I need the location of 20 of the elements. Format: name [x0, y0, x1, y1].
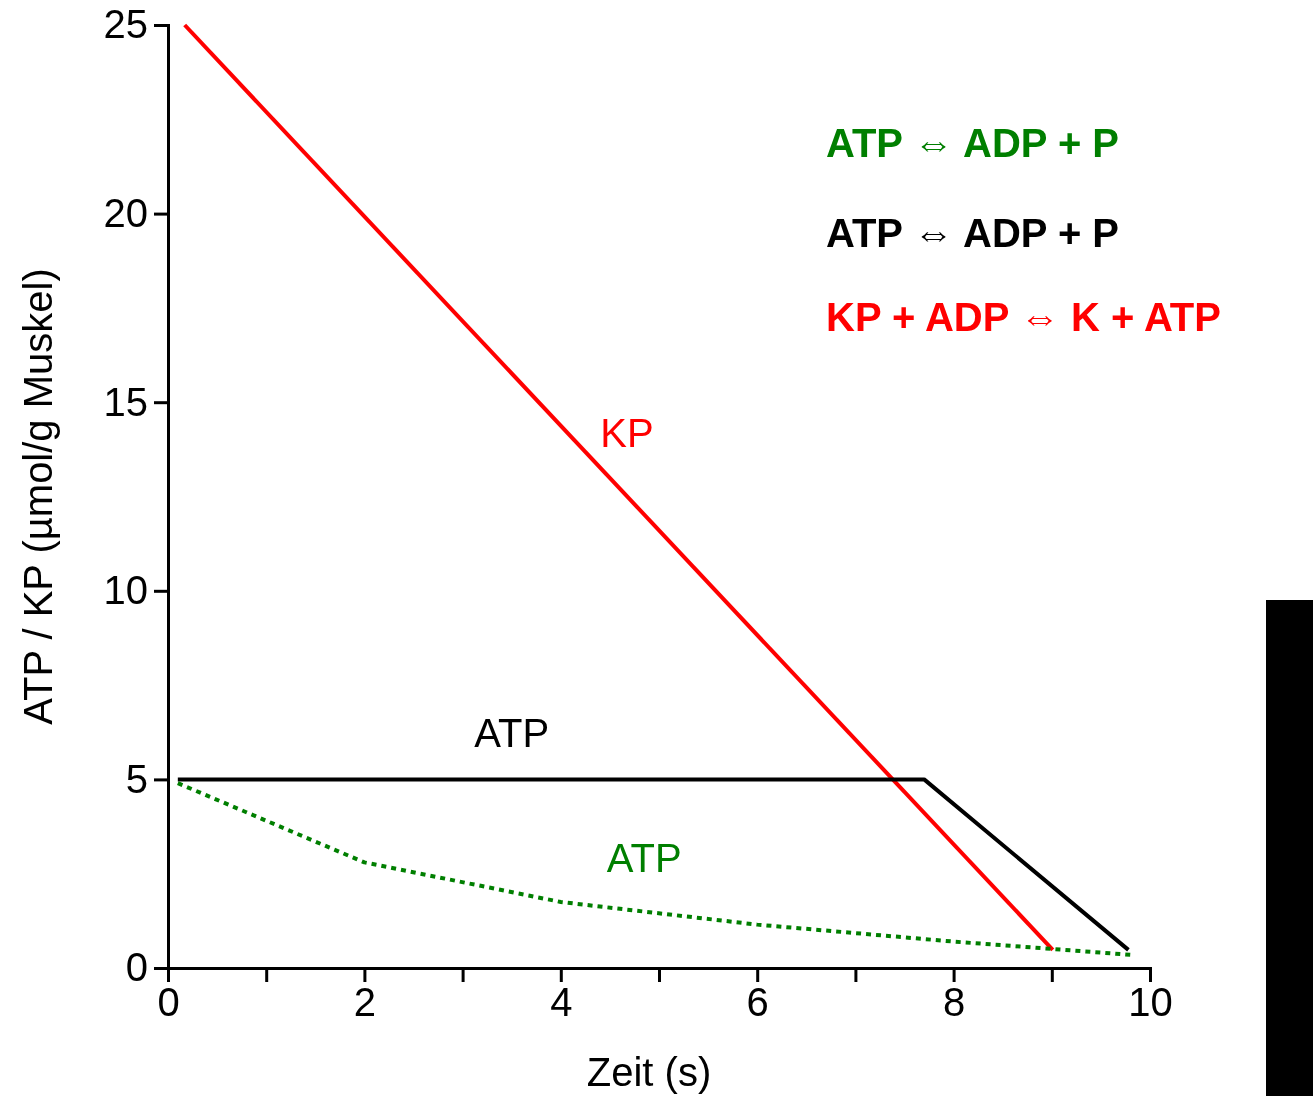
x-tick-label: 10 — [1128, 980, 1173, 1025]
x-axis-title: Zeit (s) — [586, 1050, 712, 1094]
x-tick-label: 6 — [746, 980, 769, 1025]
y-tick-label: 10 — [103, 568, 148, 613]
annotation: KP + ADP ⇔ K + ATP — [826, 295, 1221, 339]
series-label: ATP — [606, 835, 682, 880]
y-tick-label: 25 — [103, 2, 148, 47]
y-axis-title: ATP / KP (µmol/g Muskel) — [16, 268, 60, 725]
series-label: ATP — [474, 711, 550, 756]
series-label: KP — [600, 411, 654, 456]
annotation: ATP ⇔ ADP + P — [826, 121, 1120, 165]
y-tick-label: 20 — [103, 190, 148, 235]
y-tick-label: 15 — [103, 379, 148, 424]
y-tick-label: 5 — [125, 756, 148, 801]
annotation: ATP ⇔ ADP + P — [826, 211, 1120, 255]
x-tick-label: 2 — [353, 980, 377, 1025]
x-tick-label: 4 — [550, 980, 573, 1025]
y-tick-label: 0 — [125, 945, 148, 990]
x-tick-label: 8 — [942, 980, 966, 1025]
x-tick-label: 0 — [157, 980, 180, 1025]
